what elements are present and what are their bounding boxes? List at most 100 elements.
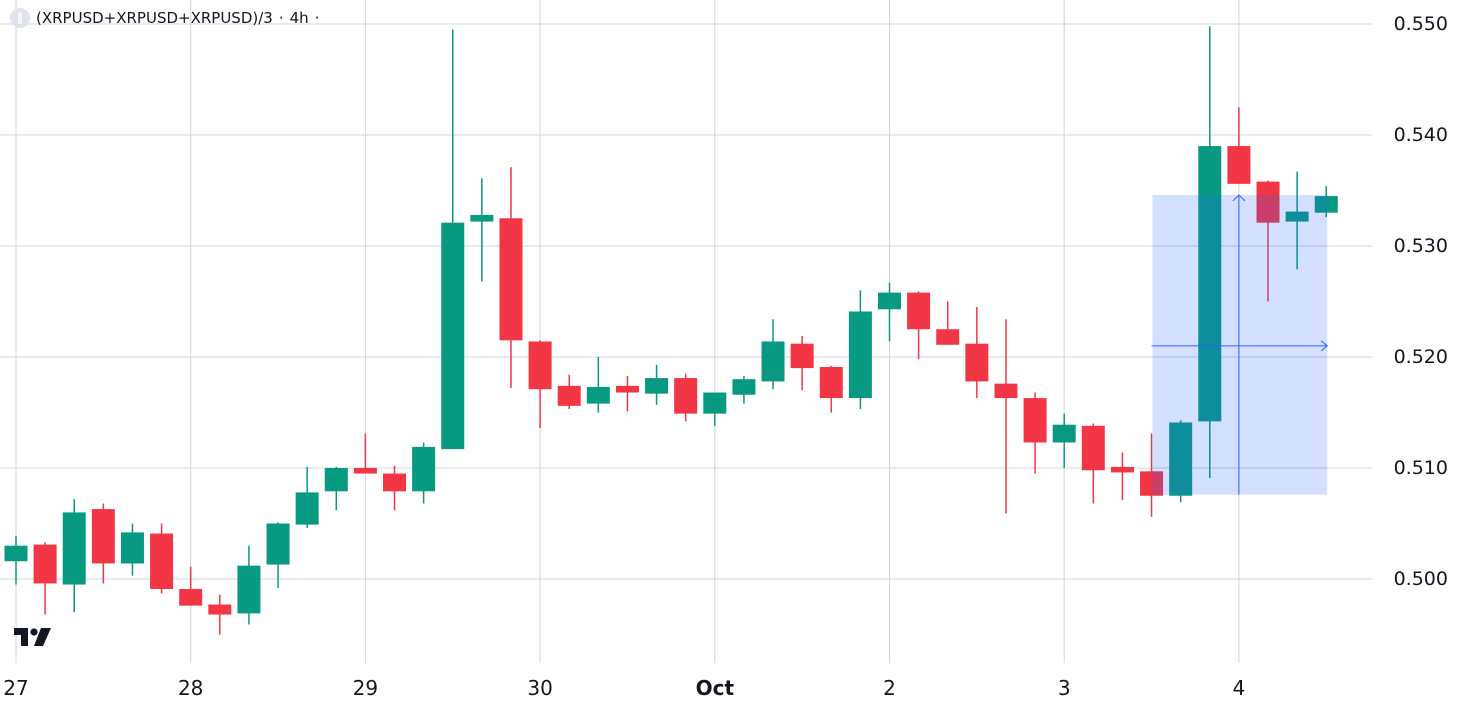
candle (761, 319, 785, 390)
candle (120, 523, 144, 576)
candle (1052, 413, 1076, 468)
tradingview-logo-icon[interactable] (14, 628, 52, 646)
candle-body (1285, 211, 1309, 222)
candle-body (1052, 424, 1076, 443)
candle (965, 307, 989, 399)
candle (1169, 420, 1193, 503)
candle (674, 373, 698, 422)
candles (4, 26, 1338, 635)
candle (790, 335, 814, 391)
price-axis-label: 0.530 (1393, 235, 1448, 257)
candle-body (62, 512, 86, 585)
candle-body (586, 386, 610, 404)
candle (150, 523, 174, 594)
candle (819, 365, 843, 413)
candle-body (732, 379, 756, 395)
candle (1314, 186, 1338, 218)
candle-body (4, 545, 28, 562)
candle (528, 340, 552, 429)
candle-body (761, 341, 785, 382)
arrow-up-icon (1232, 194, 1246, 202)
candle-body (150, 533, 174, 589)
candle-body (965, 343, 989, 382)
candle (586, 357, 610, 413)
candle (33, 542, 57, 615)
candle (383, 465, 407, 511)
candle (266, 522, 290, 588)
candle-body (295, 492, 319, 525)
candle-body (994, 383, 1018, 399)
candle-body (936, 329, 960, 345)
candle (237, 545, 261, 625)
time-axis-label: 4 (1232, 676, 1246, 700)
candle (441, 29, 465, 450)
candle (1023, 392, 1047, 474)
candle (179, 566, 203, 606)
candle-body (120, 532, 144, 564)
candle-body (703, 392, 727, 414)
candle (703, 392, 727, 426)
candle-body (208, 604, 232, 615)
time-axis-label: 29 (352, 676, 379, 700)
candle-body (33, 544, 57, 584)
time-axis-label: Oct (695, 676, 735, 700)
candle-body (848, 311, 872, 399)
candle (848, 290, 872, 410)
time-axis-label: 3 (1057, 676, 1071, 700)
candle (1227, 107, 1251, 184)
candle (1110, 452, 1134, 501)
legend-separator: · (278, 9, 284, 27)
candle (91, 503, 115, 584)
legend-separator: · (314, 9, 320, 27)
price-range-arrows (1151, 194, 1329, 495)
symbol-logo-icon (10, 8, 30, 28)
candle-body (266, 523, 290, 565)
time-axis-label: 28 (177, 676, 204, 700)
candle (994, 319, 1018, 514)
candle-body (907, 292, 931, 330)
candle-body (237, 565, 261, 614)
candle (557, 374, 581, 410)
candle (645, 364, 669, 405)
symbol-legend[interactable]: (XRPUSD+XRPUSD+XRPUSD)/3 · 4h · (10, 4, 319, 32)
candle (615, 375, 639, 412)
candle-body (353, 468, 377, 474)
arrow-right-icon (1320, 340, 1329, 352)
candle-body (790, 343, 814, 369)
candle-body (557, 385, 581, 406)
candle-body (383, 473, 407, 492)
candle (1256, 180, 1280, 302)
time-axis-label: 27 (3, 676, 29, 700)
candle (353, 433, 377, 474)
candle-body (1227, 146, 1251, 184)
candle-body (674, 378, 698, 414)
candle-body (1169, 422, 1193, 496)
candle-body (1081, 425, 1105, 471)
time-axis-label: 2 (883, 676, 896, 700)
candle-body (412, 446, 436, 492)
candle-body (324, 468, 348, 492)
candle (936, 301, 960, 345)
candle (499, 167, 523, 389)
candle (62, 499, 86, 613)
candle-body (441, 222, 465, 450)
candle-body (878, 292, 901, 310)
candle (324, 466, 348, 511)
price-axis-label: 0.510 (1393, 457, 1448, 479)
candle (732, 375, 756, 404)
price-axis-label: 0.520 (1393, 346, 1448, 368)
candle-body (1140, 471, 1164, 496)
candle-body (1256, 181, 1280, 223)
candle (295, 466, 319, 528)
candle (208, 594, 232, 635)
price-range-box[interactable] (1152, 194, 1328, 495)
candle (1081, 423, 1105, 504)
candle (412, 442, 436, 504)
candle (4, 535, 28, 585)
candle-body (1198, 146, 1222, 422)
candle-body (179, 588, 203, 606)
interval-label: 4h (289, 9, 309, 27)
candle-body (1314, 196, 1338, 213)
candle (1140, 433, 1164, 517)
